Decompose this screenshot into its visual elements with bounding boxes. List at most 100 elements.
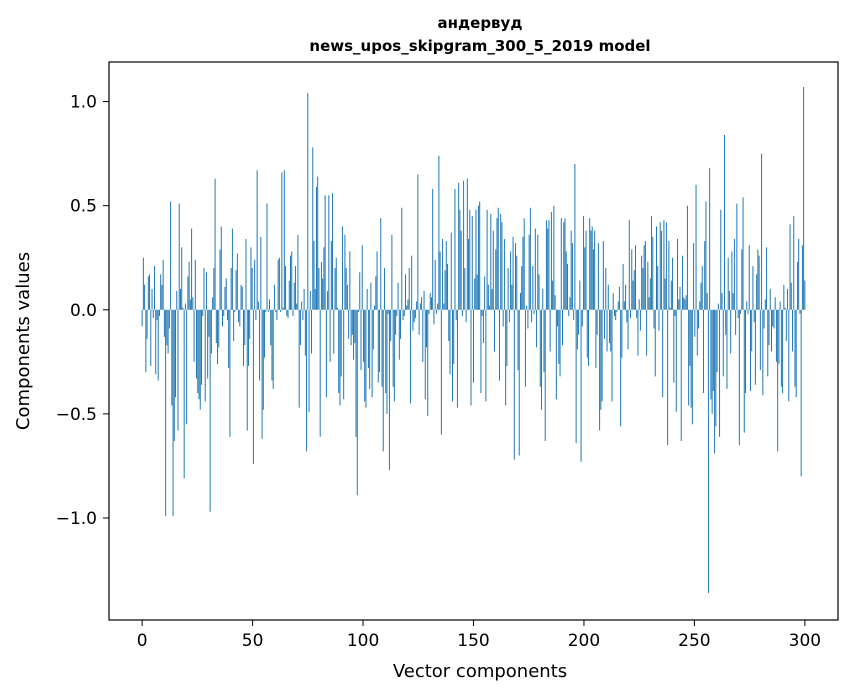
- bar: [728, 291, 730, 310]
- bar: [281, 172, 283, 310]
- bar: [649, 278, 651, 310]
- bar: [681, 255, 683, 310]
- bar: [393, 309, 395, 402]
- bar: [328, 195, 330, 310]
- bar: [273, 284, 275, 310]
- bar: [346, 284, 348, 310]
- bar: [518, 309, 520, 456]
- bar: [238, 309, 240, 323]
- bar: [283, 170, 285, 310]
- bar: [583, 216, 585, 310]
- bar: [751, 309, 753, 352]
- bar: [434, 259, 436, 310]
- bar: [469, 209, 471, 310]
- bar: [251, 268, 253, 310]
- bar: [590, 230, 592, 310]
- bar: [229, 309, 231, 437]
- bar: [322, 278, 324, 310]
- bar: [611, 309, 613, 402]
- bar: [580, 309, 582, 462]
- bar: [371, 309, 373, 398]
- bar: [665, 222, 667, 310]
- bar: [444, 270, 446, 310]
- bar: [395, 309, 397, 335]
- bar: [340, 309, 342, 377]
- bar: [653, 309, 655, 329]
- bar: [317, 176, 319, 310]
- bar: [264, 309, 266, 358]
- bar: [730, 309, 732, 354]
- bar: [529, 207, 531, 310]
- bar: [156, 309, 158, 321]
- bar: [757, 249, 759, 310]
- bar: [696, 309, 698, 356]
- bar: [354, 309, 356, 344]
- bar: [803, 86, 805, 310]
- bar: [402, 309, 404, 321]
- bar: [625, 284, 627, 310]
- bar: [268, 299, 270, 310]
- bar: [149, 274, 151, 310]
- bar: [480, 309, 482, 394]
- bar: [176, 291, 178, 310]
- bar: [476, 274, 478, 310]
- bar: [634, 245, 636, 310]
- bar: [636, 309, 638, 319]
- bar: [171, 309, 173, 406]
- bar: [688, 309, 690, 406]
- bar: [465, 309, 467, 323]
- bar: [345, 268, 347, 310]
- bar: [222, 309, 223, 327]
- bar: [202, 309, 204, 317]
- x-tick-label: 0: [137, 631, 148, 651]
- bar: [772, 309, 774, 327]
- bar: [675, 309, 677, 412]
- bar: [243, 309, 245, 366]
- bar: [543, 309, 545, 373]
- bar: [215, 309, 217, 344]
- bar: [720, 209, 722, 310]
- bar: [296, 303, 298, 310]
- bar: [461, 309, 463, 317]
- bar: [673, 309, 675, 383]
- bar: [731, 251, 733, 310]
- bar: [721, 293, 723, 310]
- x-tick-label: 50: [242, 631, 264, 651]
- bar: [375, 276, 377, 310]
- bar: [714, 309, 716, 454]
- bar: [396, 309, 398, 317]
- bar: [693, 243, 695, 310]
- bar: [764, 299, 766, 310]
- bar: [616, 309, 618, 312]
- bar: [194, 259, 196, 310]
- bar: [367, 309, 369, 369]
- bar: [609, 309, 610, 344]
- bar: [160, 274, 162, 310]
- bar: [144, 284, 146, 310]
- bar: [607, 284, 609, 310]
- bar: [662, 309, 664, 398]
- bar: [737, 309, 739, 319]
- bar: [646, 309, 648, 356]
- bar: [702, 309, 704, 394]
- bar: [576, 309, 578, 350]
- bar: [513, 309, 515, 460]
- bar: [758, 255, 760, 310]
- bar: [531, 309, 533, 323]
- bar: [145, 309, 147, 373]
- bar: [448, 309, 450, 341]
- bar: [549, 309, 551, 352]
- bar: [213, 268, 215, 310]
- bar: [578, 309, 580, 335]
- bar: [199, 309, 201, 410]
- bar: [443, 303, 445, 310]
- bar: [500, 213, 502, 310]
- y-tick-label: −0.5: [56, 405, 97, 425]
- bar: [630, 309, 632, 319]
- bar: [490, 213, 492, 310]
- bar: [527, 309, 529, 329]
- bar: [458, 182, 460, 310]
- chart-title-line1: андервуд: [438, 14, 523, 32]
- bar: [463, 180, 465, 310]
- bar: [291, 251, 293, 310]
